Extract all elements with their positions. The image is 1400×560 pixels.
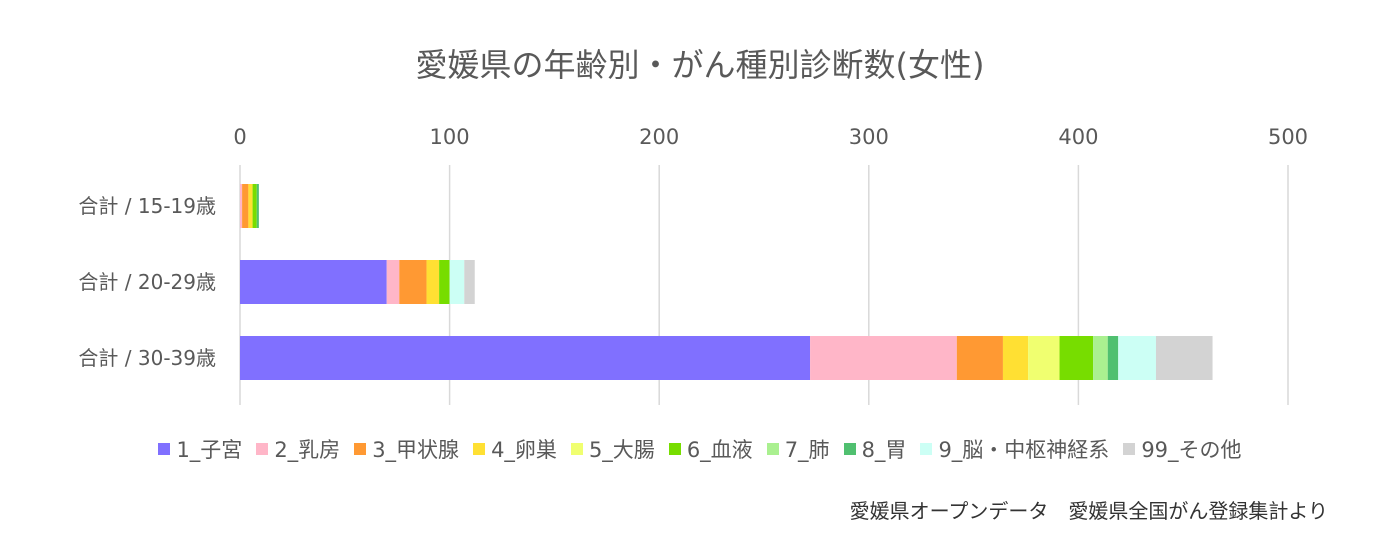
x-tick-label: 0 [233,125,246,149]
legend-label: 1_子宮 [176,438,243,462]
legend-item: 6_血液 [668,434,753,464]
bar-segment [956,336,1003,380]
bar-segment [464,260,475,304]
bar-segment [449,260,465,304]
chart-title: 愛媛県の年齢別・がん種別診断数(女性) [415,46,985,84]
x-tick-label: 500 [1268,125,1308,149]
x-tick-labels: 0 100 200 300 400 500 [233,125,1308,149]
bar-segment [1059,336,1094,380]
legend-label: 7_肺 [784,438,830,462]
legend-item: 3_甲状腺 [354,434,459,464]
legend-item: 8_胃 [843,434,907,464]
x-tick-label: 200 [639,125,679,149]
category-label: 合計 / 15-19歳 [78,194,216,218]
x-tick-label: 100 [430,125,470,149]
legend-swatch [668,443,681,455]
bars [240,184,1213,380]
bar-segment [240,336,811,380]
category-label: 合計 / 30-39歳 [78,346,216,370]
bar-segment [248,184,253,228]
bar-segment [252,184,257,228]
bar-segment [386,260,400,304]
bar-segment [1002,336,1029,380]
legend-item: 1_子宮 [158,434,242,464]
legend-swatch [766,443,779,455]
category-label: 合計 / 20-29歳 [78,270,216,294]
legend-item: 2_乳房 [256,434,340,464]
x-tick-label: 300 [849,125,889,149]
legend-label: 5_大腸 [588,438,655,462]
legend-swatch [256,443,269,455]
bar-segment [1155,336,1213,380]
legend-item: 9_脳・中枢神経系 [920,434,1109,464]
bar-segment [1107,336,1119,380]
legend-swatch [570,443,583,455]
legend-swatch [354,443,367,455]
legend-label: 9_脳・中枢神経系 [938,438,1110,462]
legend-label: 4_卵巣 [491,438,557,462]
legend-item: 4_卵巣 [473,434,557,464]
legend-swatch [843,443,856,455]
legend-label: 8_胃 [861,438,907,462]
bar-segment [240,184,243,228]
legend-item: 5_大腸 [570,434,655,464]
bar-segment [256,184,259,228]
bar-segment [1028,336,1060,380]
legend-item: 99_その他 [1123,434,1242,464]
bar-segment [426,260,440,304]
legend-swatch [1123,443,1136,455]
bar-segment [1118,336,1156,380]
bar-segment [242,184,249,228]
bar-segment [1093,336,1108,380]
legend-swatch [920,443,933,455]
bar-segment [439,260,450,304]
legend-label: 3_甲状腺 [372,438,460,462]
legend: 1_子宮 2_乳房 3_甲状腺 4_卵巣 5_大腸 6_血液 7_肺 8_胃 9_脳・中枢神経系… [0,434,1400,464]
legend-item: 7_肺 [766,434,830,464]
legend-label: 2_乳房 [274,438,341,462]
bar-segment [240,260,387,304]
bar-segment [399,260,427,304]
source-note: 愛媛県オープンデータ 愛媛県全国がん登録集計より [849,499,1328,523]
legend-swatch [473,443,486,455]
x-tick-label: 400 [1058,125,1098,149]
legend-label: 99_その他 [1141,438,1242,462]
legend-label: 6_血液 [686,438,753,462]
legend-swatch [158,443,171,455]
bar-segment [810,336,957,380]
